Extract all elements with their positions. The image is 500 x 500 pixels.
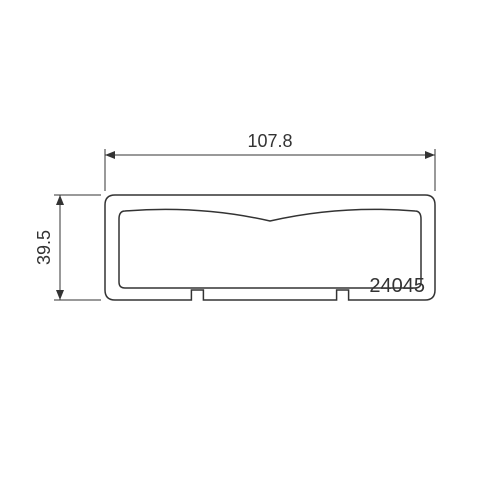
dim-height-label: 39.5 — [34, 230, 54, 265]
technical-drawing: 107.8 39.5 24045 — [0, 0, 500, 500]
dim-arrowhead — [56, 290, 64, 300]
dim-arrowhead — [105, 151, 115, 159]
dim-arrowhead — [425, 151, 435, 159]
dim-width-label: 107.8 — [247, 131, 292, 151]
dim-arrowhead — [56, 195, 64, 205]
part-number-label: 24045 — [369, 275, 425, 297]
